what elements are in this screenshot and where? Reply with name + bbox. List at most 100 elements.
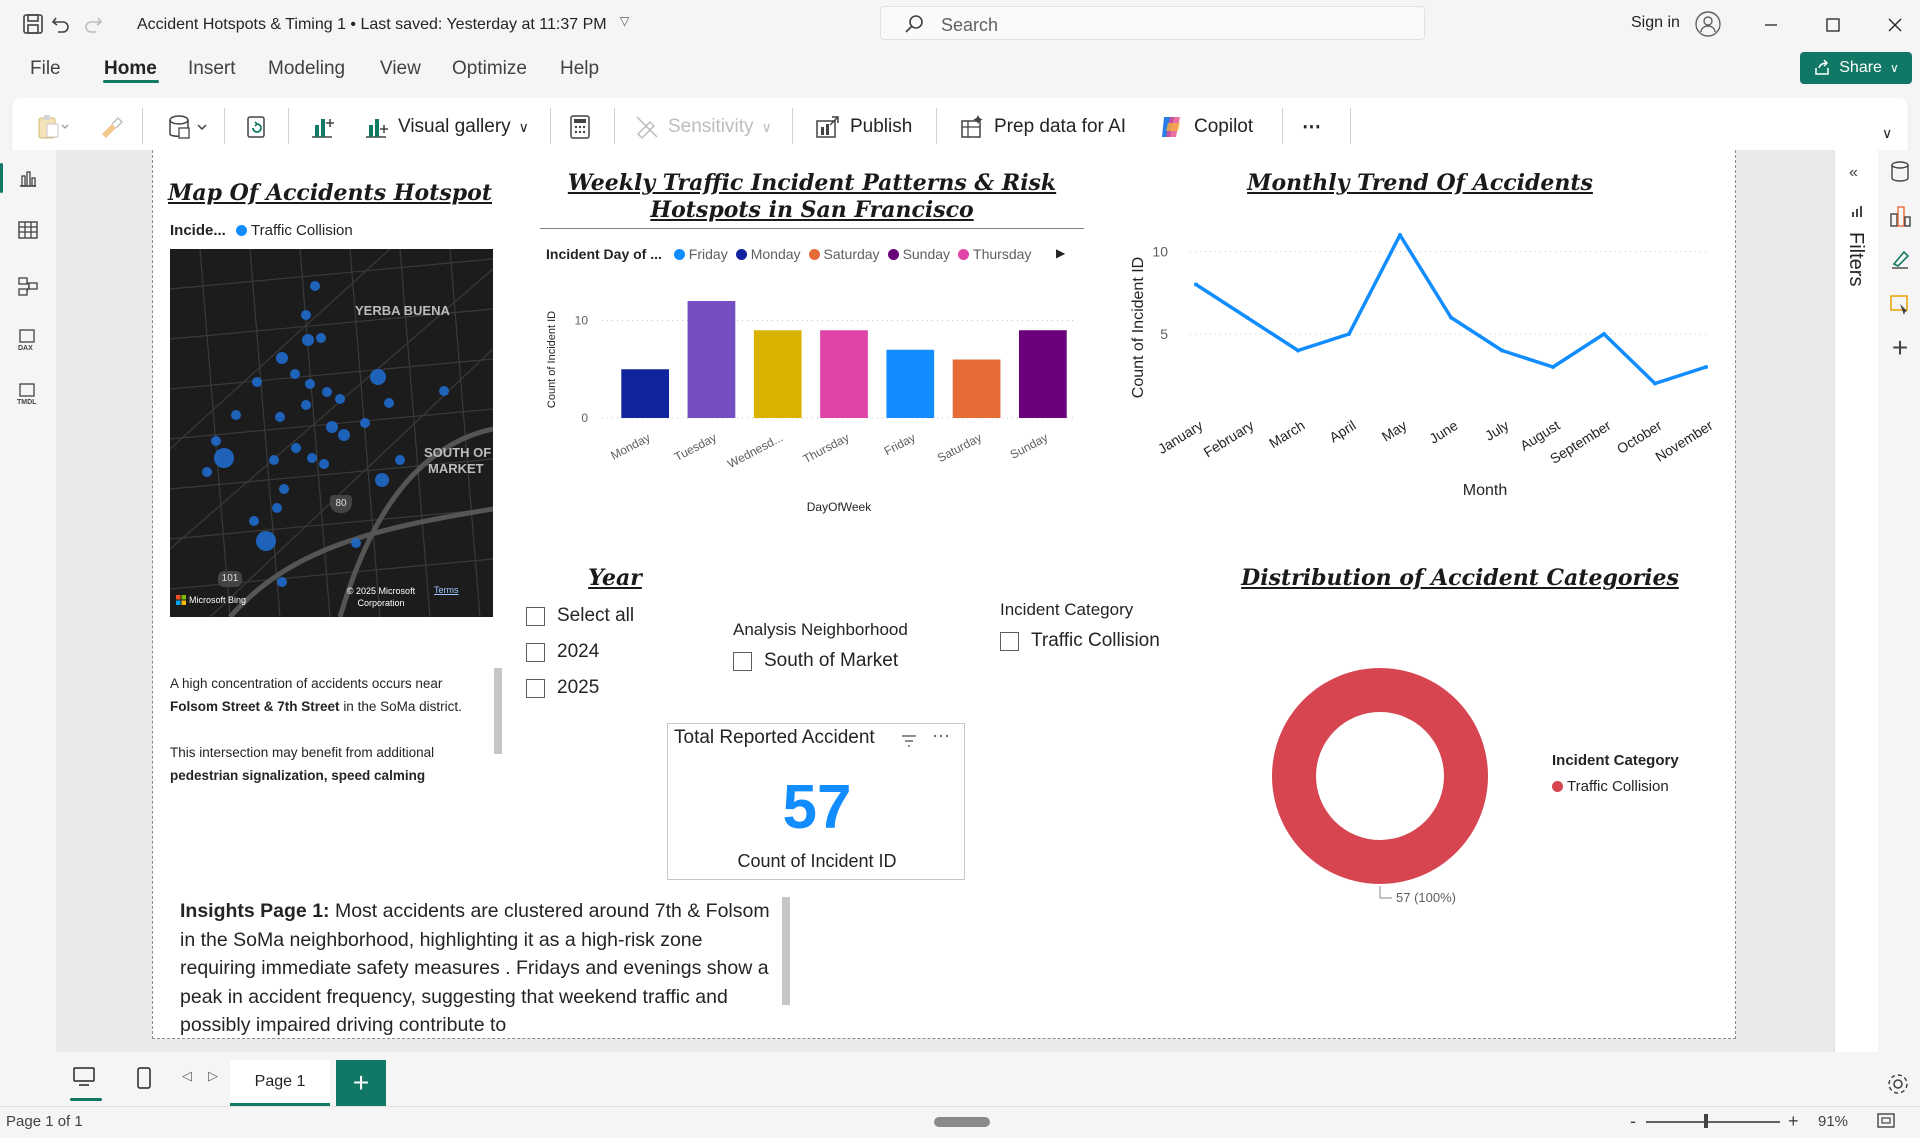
legend-next-arrow-icon[interactable]: ▶	[1056, 246, 1066, 260]
mobile-layout-icon[interactable]	[136, 1066, 152, 1090]
note-line: This intersection may benefit from addit…	[170, 745, 435, 760]
publish-button[interactable]: Publish	[814, 112, 912, 142]
minimize-button[interactable]	[1756, 10, 1786, 40]
search-input[interactable]: Search	[880, 6, 1425, 40]
search-placeholder: Search	[941, 15, 999, 35]
zoom-slider[interactable]	[1646, 1121, 1780, 1123]
report-view-icon[interactable]	[14, 164, 42, 192]
sign-in-link[interactable]: Sign in	[1631, 14, 1680, 31]
checkbox[interactable]	[526, 642, 545, 662]
checkbox[interactable]	[733, 651, 752, 671]
table-view-icon[interactable]	[14, 216, 42, 244]
data-point	[1602, 332, 1606, 336]
paste-button[interactable]	[36, 112, 70, 142]
share-button[interactable]: Share ∨	[1800, 52, 1912, 84]
year-option-2025[interactable]: 2025	[526, 677, 599, 699]
zoom-out-button[interactable]: -	[1630, 1111, 1636, 1131]
horizontal-scroll-thumb[interactable]	[934, 1117, 990, 1127]
x-tick-label: Wednesd...	[725, 430, 785, 471]
total-accidents-card[interactable]: Total Reported Accident ⋯ 57 Count of In…	[667, 723, 965, 880]
format-painter-button[interactable]	[98, 112, 124, 142]
highway-shield: 101	[218, 571, 242, 587]
zoom-slider-thumb[interactable]	[1704, 1114, 1708, 1128]
map-terms-link[interactable]: Terms	[434, 585, 459, 595]
category-slicer-title: Incident Category	[1000, 600, 1134, 619]
tmdl-view-icon[interactable]: TMDL	[14, 380, 42, 408]
refresh-button[interactable]	[244, 112, 270, 142]
year-option-label: 2025	[557, 677, 600, 698]
chevron-down-icon: ∨	[518, 118, 529, 135]
microsoft-logo-icon	[176, 595, 186, 605]
category-option[interactable]: Traffic Collision	[1000, 630, 1160, 652]
chevron-down-icon[interactable]: ▽	[620, 14, 630, 28]
dax-query-icon[interactable]: DAX	[14, 326, 42, 354]
sensitivity-button[interactable]: Sensitivity ∨	[634, 112, 772, 142]
menu-view[interactable]: View	[380, 58, 421, 79]
card-title: Total Reported Accident	[674, 727, 875, 748]
redo-icon[interactable]	[79, 10, 107, 38]
calculator-button[interactable]	[568, 112, 592, 142]
note-line: in the SoMa district.	[343, 699, 462, 714]
copilot-button[interactable]: Copilot	[1158, 112, 1253, 142]
page-tab[interactable]: Page 1	[230, 1060, 330, 1106]
collapse-ribbon-icon[interactable]: ∨	[1882, 124, 1893, 141]
filters-pane[interactable]: «	[1834, 150, 1878, 1052]
next-page-icon[interactable]: ▷	[208, 1068, 218, 1083]
x-tick-label: May	[1379, 417, 1410, 445]
data-point	[1551, 365, 1555, 369]
scrollbar[interactable]	[782, 897, 790, 1005]
legend-marker	[958, 249, 970, 260]
data-point	[1398, 233, 1402, 237]
format-pane-icon[interactable]	[1886, 246, 1914, 274]
donut-legend-label: Traffic Collision	[1567, 778, 1669, 795]
collapse-pane-icon[interactable]: «	[1849, 164, 1858, 181]
more-options-icon[interactable]: ⋯	[932, 726, 950, 746]
more-options-icon[interactable]: ⋯	[1302, 116, 1321, 138]
filters-label[interactable]: Filters	[1845, 232, 1867, 287]
add-page-button[interactable]: +	[336, 1060, 386, 1106]
prev-page-icon[interactable]: ◁	[182, 1068, 192, 1083]
checkbox[interactable]	[1000, 631, 1019, 651]
prep-data-button[interactable]: Prep data for AI	[958, 112, 1126, 142]
close-button[interactable]	[1880, 10, 1910, 40]
zoom-in-button[interactable]: +	[1788, 1111, 1799, 1131]
avatar-icon[interactable]	[1694, 10, 1722, 38]
year-option-select-all[interactable]: Select all	[526, 605, 634, 627]
undo-icon[interactable]	[47, 10, 75, 38]
menu-home[interactable]: Home	[104, 58, 157, 79]
bar	[753, 330, 802, 418]
title-divider	[540, 228, 1084, 229]
maximize-button[interactable]	[1818, 10, 1848, 40]
map-canvas[interactable]: YERBA BUENA SOUTH OF MARKET 101 80 Micro…	[170, 249, 493, 617]
map-legend-title: Incide...	[170, 222, 226, 239]
menu-optimize[interactable]: Optimize	[452, 58, 527, 79]
add-pane-icon[interactable]: +	[1891, 332, 1909, 363]
fit-to-page-icon[interactable]	[1876, 1112, 1896, 1130]
neighborhood-option[interactable]: South of Market	[733, 650, 898, 672]
data-point	[1704, 365, 1708, 369]
desktop-layout-icon[interactable]	[72, 1066, 96, 1088]
get-data-button[interactable]	[166, 112, 210, 142]
weekly-legend-title: Incident Day of ...	[546, 246, 662, 262]
document-title[interactable]: Accident Hotspots & Timing 1 • Last save…	[137, 16, 607, 33]
scrollbar[interactable]	[494, 668, 502, 754]
data-pane-icon[interactable]	[1886, 158, 1914, 186]
monthly-chart-title: Monthly Trend Of Accidents	[1247, 170, 1593, 196]
x-tick-label: March	[1266, 417, 1307, 451]
bookmarks-pane-icon[interactable]	[1886, 290, 1914, 318]
menu-insert[interactable]: Insert	[188, 58, 236, 79]
menu-modeling[interactable]: Modeling	[268, 58, 346, 79]
checkbox[interactable]	[526, 606, 545, 626]
save-icon[interactable]	[19, 10, 47, 38]
menu-help[interactable]: Help	[560, 58, 600, 79]
visualizations-pane-icon[interactable]	[1886, 202, 1914, 230]
visual-gallery-button[interactable]: Visual gallery ∨	[362, 112, 529, 142]
model-view-icon[interactable]	[14, 272, 42, 300]
menu-file[interactable]: File	[30, 58, 61, 79]
settings-gear-icon[interactable]	[1886, 1072, 1910, 1096]
bar	[820, 330, 868, 418]
checkbox[interactable]	[526, 678, 545, 698]
year-option-2024[interactable]: 2024	[526, 641, 599, 663]
filter-icon[interactable]	[900, 732, 918, 750]
new-visual-button[interactable]	[308, 112, 336, 142]
